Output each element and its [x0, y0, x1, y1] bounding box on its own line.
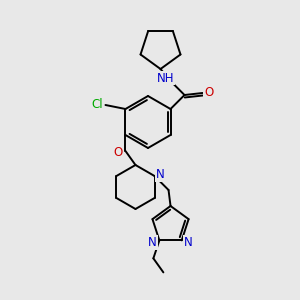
Text: NH: NH	[157, 71, 174, 85]
Text: N: N	[148, 236, 157, 249]
Text: Cl: Cl	[92, 98, 103, 110]
Text: O: O	[204, 85, 213, 98]
Text: O: O	[114, 146, 123, 158]
Text: N: N	[156, 169, 165, 182]
Text: N: N	[184, 236, 193, 249]
